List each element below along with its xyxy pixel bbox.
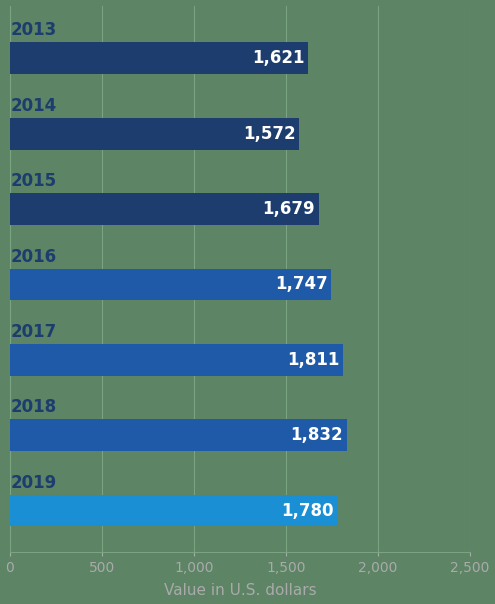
Text: 1,621: 1,621	[252, 50, 304, 67]
Text: 1,679: 1,679	[262, 200, 315, 218]
Bar	[10, 344, 343, 376]
Text: 1,811: 1,811	[287, 351, 340, 369]
Text: 2015: 2015	[11, 172, 57, 190]
Bar	[10, 495, 337, 527]
X-axis label: Value in U.S. dollars: Value in U.S. dollars	[163, 583, 316, 599]
Text: 2019: 2019	[11, 474, 57, 492]
Bar	[10, 419, 347, 451]
Bar	[10, 42, 308, 74]
Text: 2017: 2017	[11, 323, 57, 341]
Text: 2013: 2013	[11, 22, 57, 39]
Text: 1,780: 1,780	[281, 502, 334, 519]
Text: 2014: 2014	[11, 97, 57, 115]
Text: 2016: 2016	[11, 248, 57, 266]
Bar	[10, 269, 331, 300]
Bar	[10, 118, 299, 150]
Bar	[10, 193, 319, 225]
Text: 1,572: 1,572	[243, 124, 296, 143]
Text: 1,747: 1,747	[275, 275, 328, 294]
Text: 2018: 2018	[11, 399, 57, 416]
Text: 1,832: 1,832	[291, 426, 343, 444]
